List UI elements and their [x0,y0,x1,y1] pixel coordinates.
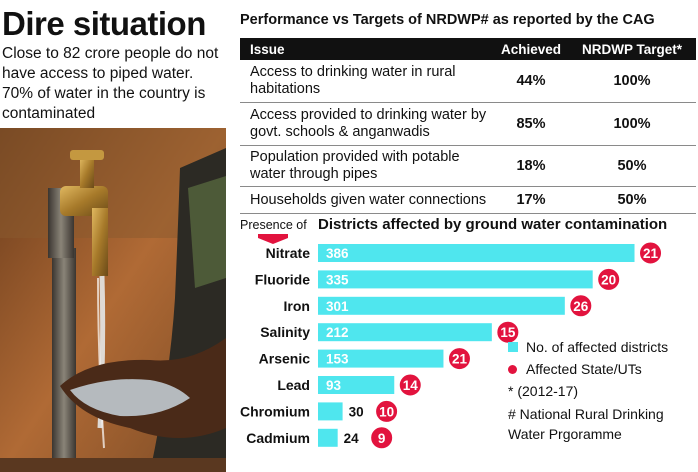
category-label: Arsenic [259,351,311,367]
legend-dot-icon [508,364,517,374]
bar [318,402,343,421]
bar [318,376,395,394]
bar [318,323,492,342]
table-row: Access provided to drinking water by gov… [240,103,696,146]
row-issue: Access to drinking water in rural habita… [250,64,456,97]
state-count-label: 21 [452,352,468,367]
row-achieved: 18% [516,158,546,174]
contamination-bar-chart: Nitrate 386 21 Fluoride 335 20 Iron 301 26 Salini… [240,241,663,450]
state-count-dot [375,399,399,423]
row-issue: Households given water connections [250,191,487,208]
subtitle: Close to 82 crore people do not have acc… [2,45,219,122]
state-count-dot [597,267,621,291]
state-count-label: 20 [601,272,616,287]
table-title: Performance vs Targets of NRDWP# as repo… [240,12,655,28]
state-count-label: 10 [379,404,394,419]
state-count-label: 26 [573,299,589,314]
category-label: Chromium [240,403,310,419]
category-label: Nitrate [266,245,311,261]
table-row: Households given water connections 17% 5… [240,187,696,214]
legend-item-states: Affected State/UTs [508,358,688,380]
row-target: 100% [613,73,651,89]
bar-value-label: 30 [349,404,364,419]
category-label: Cadmium [246,430,310,446]
header-issue: Issue [250,41,285,57]
footnote-period: * (2012-17) [508,383,579,399]
photo-illustration [0,128,226,472]
chart-title: Districts affected by ground water conta… [318,216,668,233]
category-label: Fluoride [255,271,310,287]
presence-arrow-icon [258,234,288,244]
state-count-label: 15 [500,325,516,340]
category-label: Lead [277,377,310,393]
left-panel: Dire situation Close to 82 crore people … [0,0,232,472]
table-row: Population provided with potable water t… [240,146,696,187]
bar [318,428,338,447]
legend: No. of affected districts Affected State… [508,336,688,444]
row-issue: Population provided with potable water t… [250,149,460,182]
state-count-dot [398,373,422,397]
presence-label: Presence of [240,218,307,232]
table-row: Access to drinking water in rural habita… [240,60,696,103]
bar-value-label: 335 [326,272,349,287]
row-target: 50% [617,192,647,208]
bar [318,349,444,368]
state-count-dot [639,241,663,265]
bar-value-label: 212 [326,325,349,340]
header-achieved: Achieved [500,41,562,57]
page-title: Dire situation [2,5,206,42]
header-target: NRDWP Target* [581,41,682,57]
state-count-dot [569,294,593,318]
row-target: 50% [617,158,647,174]
legend-label-districts: No. of affected districts [526,339,669,355]
bar [318,244,635,262]
bar [318,296,565,315]
water-tap-photo [0,128,226,472]
bar-value-label: 93 [326,378,342,393]
bar-value-label: 24 [344,431,360,446]
state-count-dot [447,347,471,371]
category-label: Salinity [260,324,310,340]
footnote-nrdwp: # National Rural Drinking Water Prgoramm… [508,406,664,442]
state-count-label: 14 [403,378,419,393]
bar-value-label: 153 [326,352,349,367]
row-achieved: 85% [516,116,546,132]
state-count-dot [496,320,520,344]
state-count-label: 9 [378,431,386,446]
bar [318,270,593,289]
bar-value-label: 301 [326,299,349,314]
row-issue: Access provided to drinking water by gov… [250,107,487,140]
row-achieved: 17% [516,192,546,208]
legend-item-districts: No. of affected districts [508,336,688,358]
category-label: Iron [284,298,310,314]
row-target: 100% [613,116,651,132]
legend-label-states: Affected State/UTs [526,361,642,377]
table-header: Issue Achieved NRDWP Target* [240,38,696,60]
state-count-label: 21 [643,246,659,261]
bar-value-label: 386 [326,246,349,261]
performance-table: Issue Achieved NRDWP Target* Access to d… [240,38,696,214]
row-achieved: 44% [516,73,546,89]
state-count-dot [370,426,394,450]
legend-square-icon [508,342,518,352]
